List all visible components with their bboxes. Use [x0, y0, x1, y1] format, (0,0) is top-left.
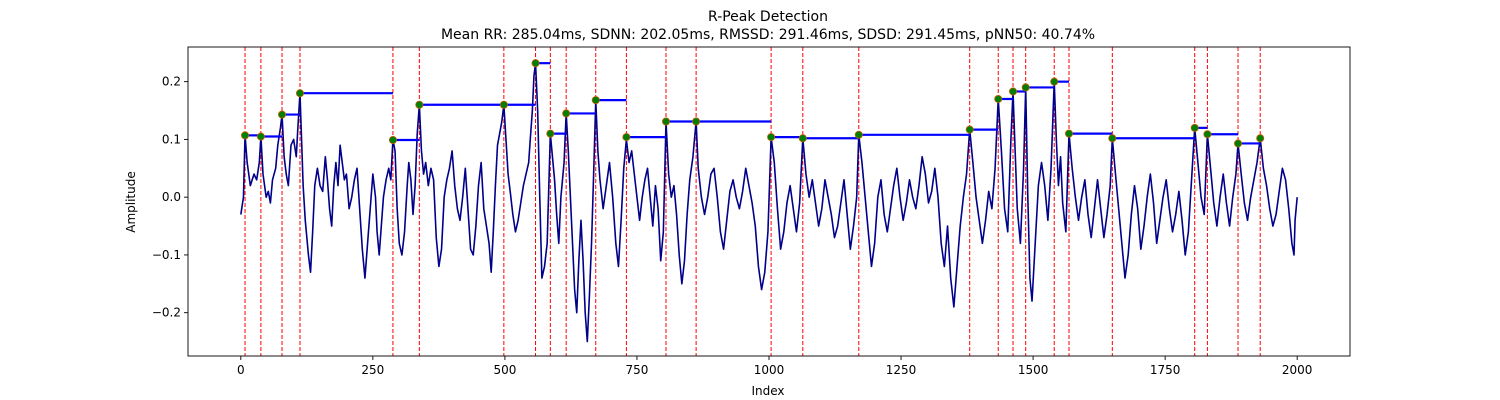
peak-marker	[854, 130, 863, 139]
peak-marker	[1203, 130, 1212, 139]
peak-marker	[241, 131, 250, 140]
y-tick-label: −0.2	[152, 306, 181, 320]
chart-title: R-Peak Detection	[708, 9, 828, 25]
peak-marker	[965, 125, 974, 134]
peak-marker	[1190, 123, 1199, 132]
peak-marker	[1050, 77, 1059, 86]
peak-marker	[1256, 134, 1265, 143]
peak-marker	[591, 96, 600, 105]
x-tick-label: 500	[493, 363, 516, 377]
peak-marker	[622, 133, 631, 142]
x-tick-label: 0	[237, 363, 245, 377]
peak-marker	[1065, 129, 1074, 138]
peak-marker	[278, 110, 287, 119]
x-tick-label: 250	[361, 363, 384, 377]
plot-area: 0 250 500 750 1000 1250 1500 1750 2000 −0.2 −0.1 0.…	[152, 46, 1351, 377]
y-tick-label: 0.1	[162, 132, 181, 146]
peak-marker	[1108, 134, 1117, 143]
peak-marker	[994, 94, 1003, 103]
peak-marker	[1009, 87, 1018, 96]
signal-line	[240, 62, 1298, 343]
x-tick-label: 1500	[1018, 363, 1049, 377]
peak-marker	[499, 100, 508, 109]
peak-marker	[798, 134, 807, 143]
peak-marker	[1021, 83, 1030, 92]
peak-marker	[531, 59, 540, 68]
x-tick-label: 750	[626, 363, 649, 377]
x-tick-label: 2000	[1282, 363, 1313, 377]
x-axis-label: Index	[751, 384, 784, 398]
x-tick-label: 1000	[754, 363, 785, 377]
y-tick-label: 0.2	[162, 75, 181, 89]
x-tick-label: 1750	[1150, 363, 1181, 377]
peak-marker	[662, 117, 671, 126]
y-axis-label: Amplitude	[124, 171, 138, 233]
peak-marker	[295, 89, 304, 98]
y-tick-label: 0.0	[162, 190, 181, 204]
peak-marker	[415, 100, 424, 109]
peak-marker	[767, 133, 776, 142]
peak-marker	[692, 117, 701, 126]
peak-marker	[562, 109, 571, 118]
peak-marker	[546, 129, 555, 138]
peak-marker	[388, 135, 397, 144]
peak-marker	[1234, 139, 1243, 148]
chart-subtitle: Mean RR: 285.04ms, SDNN: 202.05ms, RMSSD…	[441, 27, 1095, 43]
peak-marker	[256, 132, 265, 141]
y-tick-label: −0.1	[152, 248, 181, 262]
x-tick-label: 1250	[886, 363, 917, 377]
